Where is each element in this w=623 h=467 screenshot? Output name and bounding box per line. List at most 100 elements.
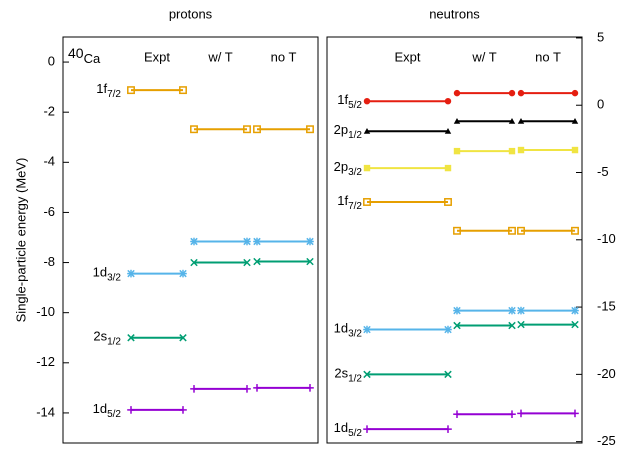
marker xyxy=(306,257,314,266)
plot-frame xyxy=(326,36,583,444)
marker xyxy=(243,258,251,267)
y-tick-label: 5 xyxy=(597,29,604,44)
y-tick-label: -14 xyxy=(36,404,55,419)
level-label: 1d5/2 xyxy=(93,401,122,419)
level-label: 1d3/2 xyxy=(334,321,363,339)
y-tick-label: -5 xyxy=(597,164,609,179)
marker xyxy=(444,127,452,134)
y-tick-label: 0 xyxy=(48,53,55,68)
marker xyxy=(127,334,135,342)
marker xyxy=(243,125,251,134)
level-label-subscript: 3/2 xyxy=(348,167,362,178)
marker xyxy=(363,164,371,172)
y-tick-label: -20 xyxy=(597,366,616,381)
level-label-name: 1d xyxy=(93,265,107,280)
x-tick-label: w/ T xyxy=(471,49,496,64)
marker xyxy=(444,370,452,379)
panel-title: neutrons xyxy=(429,6,480,21)
y-tick-label: -6 xyxy=(43,204,55,219)
y-tick-label: -15 xyxy=(597,299,616,314)
y-tick-label: -8 xyxy=(43,254,55,269)
marker xyxy=(508,321,516,330)
level-label-subscript: 3/2 xyxy=(348,328,362,339)
marker xyxy=(571,118,579,124)
level-label-name: 1d xyxy=(93,401,107,416)
marker xyxy=(517,118,525,124)
y-tick-label: -10 xyxy=(36,304,55,319)
marker xyxy=(453,118,461,124)
marker xyxy=(363,370,371,379)
marker xyxy=(517,146,525,154)
marker xyxy=(127,86,135,95)
level-label-subscript: 7/2 xyxy=(107,89,121,100)
level-label-name: 2p xyxy=(334,160,348,175)
y-tick-label: 0 xyxy=(597,97,604,112)
marker xyxy=(179,334,187,342)
marker xyxy=(453,226,461,235)
marker xyxy=(306,125,314,134)
level-label: 1d3/2 xyxy=(93,265,122,283)
marker xyxy=(508,226,516,235)
marker xyxy=(453,147,461,155)
level-label-subscript: 1/2 xyxy=(107,336,121,347)
level-label-subscript: 1/2 xyxy=(348,130,362,141)
marker xyxy=(571,320,579,329)
marker xyxy=(444,198,452,206)
level-label-subscript: 7/2 xyxy=(348,201,362,212)
level-label: 1f5/2 xyxy=(337,93,362,111)
marker xyxy=(571,226,579,235)
y-tick-label: -4 xyxy=(43,154,55,169)
x-tick-label: w/ T xyxy=(207,49,232,64)
marker xyxy=(453,89,461,97)
level-label: 1f7/2 xyxy=(96,82,121,100)
level-label-name: 2s xyxy=(93,329,107,344)
level-label-name: 1f xyxy=(337,93,348,108)
marker xyxy=(253,257,261,266)
y-axis-label: Single-particle energy (MeV) xyxy=(13,158,28,323)
marker xyxy=(363,127,371,134)
level-label: 1d5/2 xyxy=(334,421,363,439)
level-label-subscript: 3/2 xyxy=(107,272,121,283)
level-label-subscript: 5/2 xyxy=(107,409,121,420)
level-label: 2p3/2 xyxy=(334,160,363,178)
level-label: 1f7/2 xyxy=(337,193,362,211)
annotation: 40Ca xyxy=(68,45,101,67)
level-label-name: 1d xyxy=(334,421,348,436)
marker xyxy=(453,321,461,330)
annotation-text: Ca xyxy=(84,51,101,66)
marker xyxy=(363,97,371,105)
marker xyxy=(508,89,516,97)
y-tick-label: -10 xyxy=(597,231,616,246)
level-label-subscript: 1/2 xyxy=(348,373,362,384)
marker xyxy=(444,164,452,172)
level-label: 2s1/2 xyxy=(334,366,362,384)
level-label: 2p1/2 xyxy=(334,123,363,141)
y-tick-label: -2 xyxy=(43,104,55,119)
level-label-subscript: 5/2 xyxy=(348,100,362,111)
marker xyxy=(517,89,525,97)
marker xyxy=(517,320,525,329)
marker xyxy=(517,226,525,235)
level-label: 2s1/2 xyxy=(93,329,121,347)
marker xyxy=(179,86,187,95)
marker xyxy=(508,147,516,155)
marker xyxy=(444,97,452,105)
marker xyxy=(571,146,579,154)
marker xyxy=(190,125,198,134)
x-tick-label: Expt xyxy=(144,49,170,64)
x-tick-label: no T xyxy=(535,49,561,64)
marker xyxy=(571,89,579,97)
marker xyxy=(508,118,516,124)
level-label-subscript: 5/2 xyxy=(348,428,362,439)
level-label-name: 1f xyxy=(96,82,107,97)
level-label-name: 1f xyxy=(337,193,348,208)
panel-title: protons xyxy=(169,6,213,21)
marker xyxy=(363,198,371,206)
y-tick-label: -25 xyxy=(597,433,616,448)
marker xyxy=(190,258,198,267)
level-label-name: 2p xyxy=(334,123,348,138)
level-label-name: 1d xyxy=(334,321,348,336)
marker xyxy=(253,125,261,134)
level-label-name: 2s xyxy=(334,366,348,381)
